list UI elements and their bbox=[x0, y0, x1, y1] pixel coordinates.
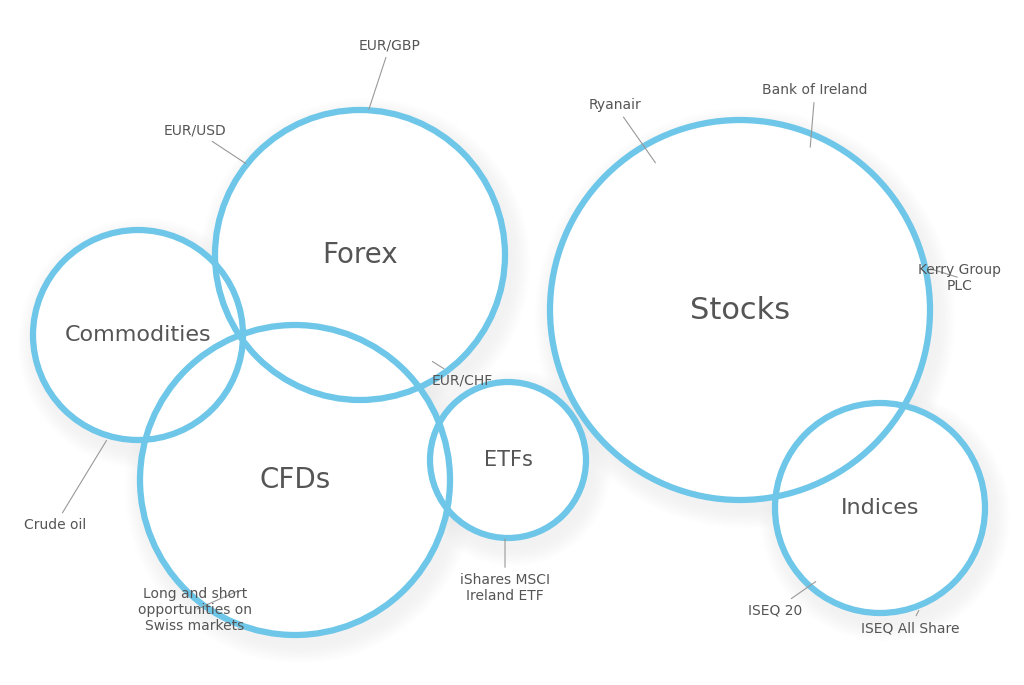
Text: Indices: Indices bbox=[841, 498, 920, 518]
Circle shape bbox=[140, 325, 450, 635]
Text: EUR/GBP: EUR/GBP bbox=[359, 38, 421, 110]
Text: EUR/CHF: EUR/CHF bbox=[431, 362, 493, 387]
Text: Stocks: Stocks bbox=[690, 295, 791, 325]
Text: Crude oil: Crude oil bbox=[24, 440, 106, 532]
Circle shape bbox=[550, 120, 930, 500]
Text: CFDs: CFDs bbox=[259, 466, 331, 494]
Text: Long and short
opportunities on
Swiss markets: Long and short opportunities on Swiss ma… bbox=[138, 587, 252, 633]
Text: Bank of Ireland: Bank of Ireland bbox=[762, 83, 867, 147]
Text: iShares MSCI
Ireland ETF: iShares MSCI Ireland ETF bbox=[460, 539, 550, 603]
Circle shape bbox=[430, 382, 586, 538]
Text: ETFs: ETFs bbox=[483, 450, 532, 470]
Circle shape bbox=[33, 230, 243, 440]
Text: Forex: Forex bbox=[323, 241, 397, 269]
Text: ISEQ 20: ISEQ 20 bbox=[748, 582, 816, 617]
Text: Ryanair: Ryanair bbox=[589, 98, 655, 163]
Text: ISEQ All Share: ISEQ All Share bbox=[861, 610, 959, 635]
Circle shape bbox=[775, 403, 985, 613]
Text: Commodities: Commodities bbox=[65, 325, 211, 345]
Text: EUR/USD: EUR/USD bbox=[164, 123, 246, 164]
Text: Kerry Group
PLC: Kerry Group PLC bbox=[919, 263, 1001, 293]
Circle shape bbox=[215, 110, 505, 400]
